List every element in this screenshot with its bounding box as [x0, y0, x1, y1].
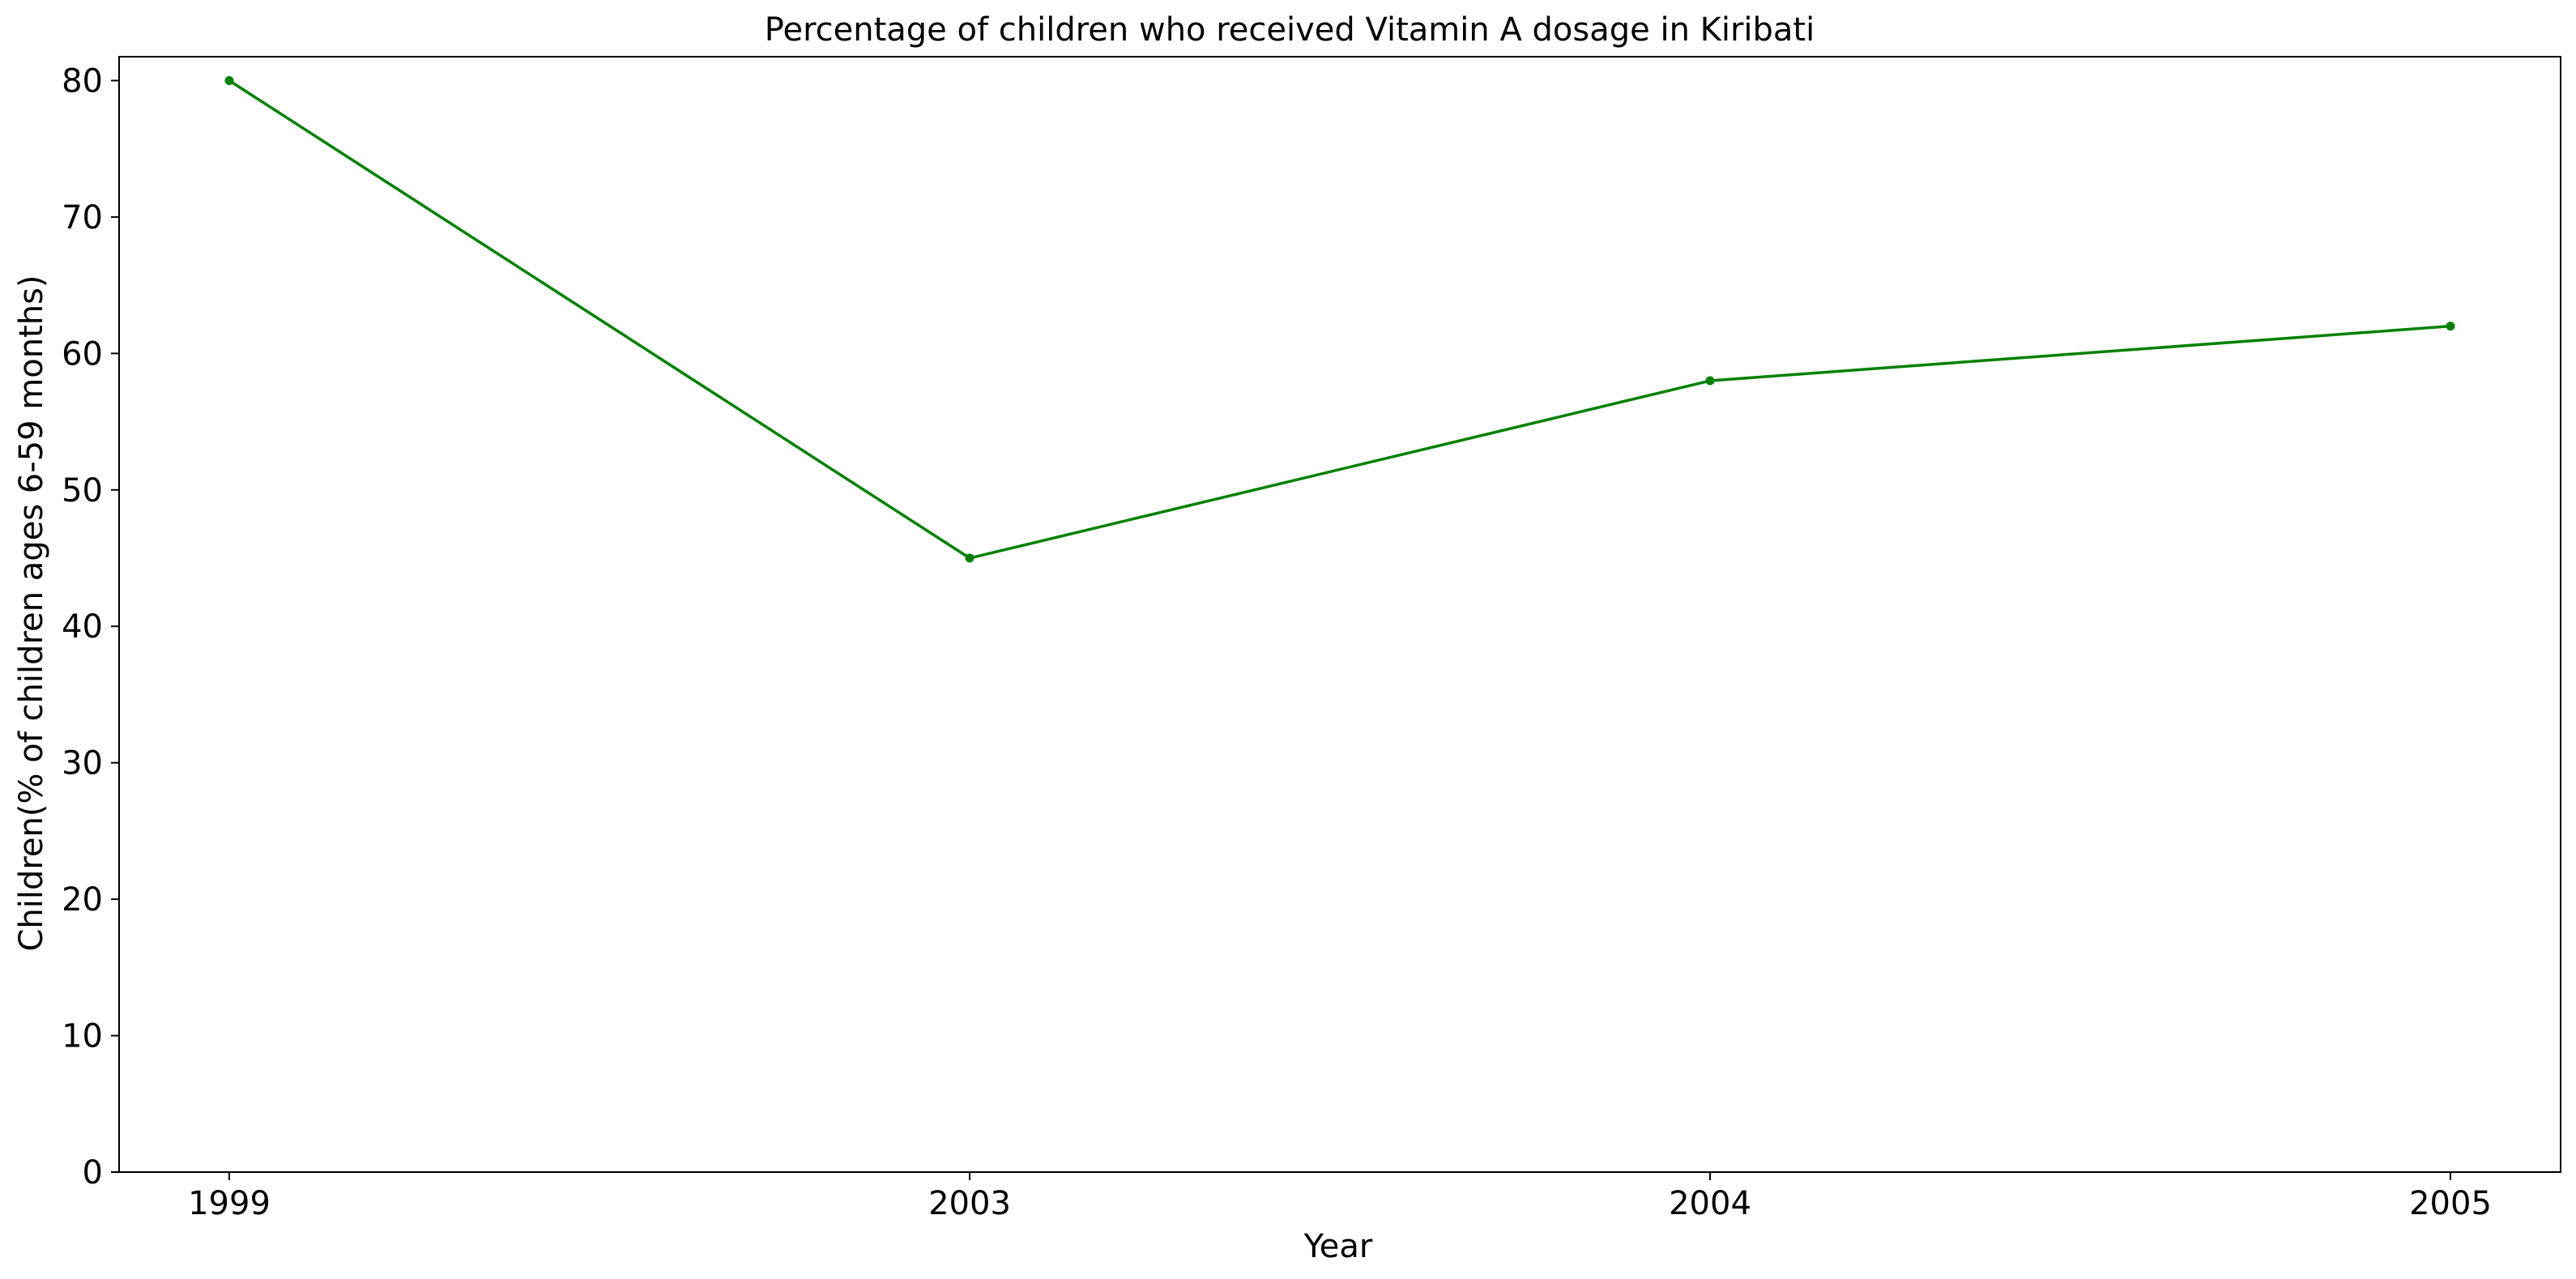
y-tick-label: 60 — [62, 335, 103, 373]
series-line — [228, 79, 2451, 560]
plot-frame — [118, 56, 2561, 1173]
data-point — [965, 553, 975, 563]
data-point — [224, 75, 234, 85]
y-axis-title: Children(% of children ages 6-59 months) — [13, 275, 50, 951]
y-tick-label: 10 — [62, 1018, 103, 1055]
x-tick-label: 2005 — [2409, 1185, 2492, 1222]
data-point — [2446, 322, 2455, 331]
x-axis-title: Year — [1303, 1228, 1373, 1265]
y-tick-label: 80 — [62, 62, 103, 100]
data-point — [1705, 376, 1715, 386]
y-tick-label: 40 — [62, 608, 103, 646]
series-layer — [224, 75, 2455, 563]
x-axis: 1999 2003 2004 2005 — [188, 1172, 2492, 1222]
x-tick-label: 2004 — [1669, 1185, 1751, 1222]
y-tick-label: 30 — [62, 745, 103, 782]
y-tick-label: 0 — [83, 1154, 103, 1192]
chart-title: Percentage of children who received Vita… — [765, 11, 1815, 49]
x-tick-label: 1999 — [188, 1185, 271, 1222]
y-tick-label: 20 — [62, 881, 103, 919]
y-axis: 0 10 20 30 40 50 60 70 80 — [62, 62, 119, 1192]
x-tick-label: 2003 — [928, 1185, 1011, 1222]
y-tick-label: 50 — [62, 472, 103, 509]
y-tick-label: 70 — [62, 199, 103, 237]
